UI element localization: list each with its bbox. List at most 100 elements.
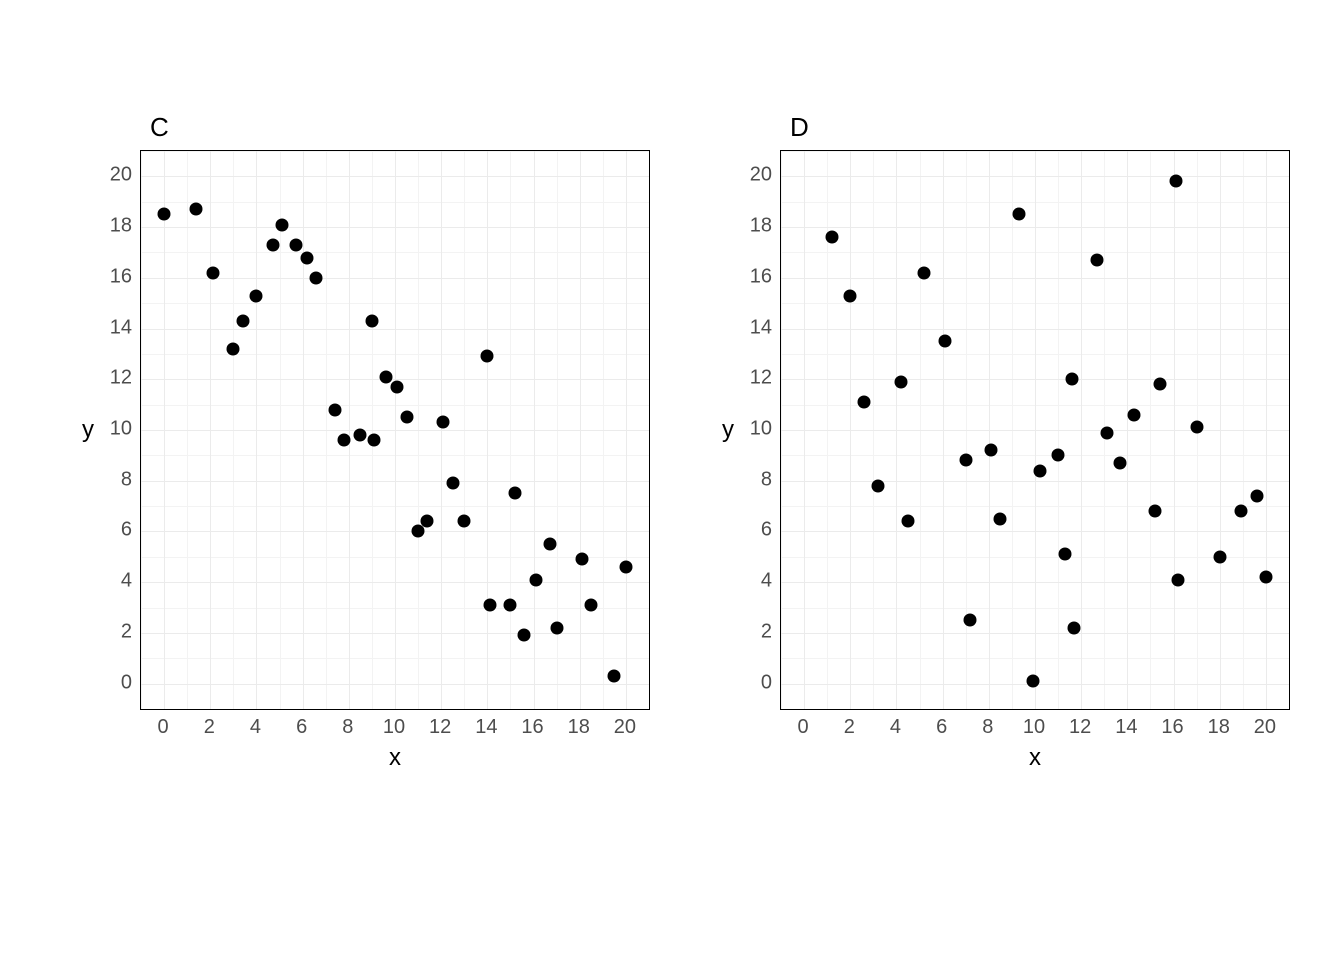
- plot-area-left: [140, 150, 650, 710]
- data-point: [994, 512, 1007, 525]
- y-tick-label: 4: [121, 570, 132, 593]
- data-point: [1234, 505, 1247, 518]
- data-point: [354, 429, 367, 442]
- data-point: [266, 238, 279, 251]
- grid-major-h: [781, 176, 1289, 177]
- x-axis-label: x: [389, 744, 401, 772]
- data-point: [365, 314, 378, 327]
- grid-major-h: [781, 227, 1289, 228]
- y-tick-label: 0: [761, 671, 772, 694]
- x-tick-label: 6: [296, 716, 307, 739]
- data-point: [446, 477, 459, 490]
- data-point: [391, 380, 404, 393]
- data-point: [619, 560, 632, 573]
- data-point: [871, 479, 884, 492]
- grid-major-h: [781, 633, 1289, 634]
- data-point: [379, 370, 392, 383]
- grid-major-h: [141, 633, 649, 634]
- data-point: [1068, 621, 1081, 634]
- data-point: [421, 515, 434, 528]
- grid-major-h: [781, 329, 1289, 330]
- y-tick-label: 16: [750, 265, 772, 288]
- data-point: [1259, 571, 1272, 584]
- x-tick-label: 12: [429, 716, 451, 739]
- y-tick-label: 10: [750, 418, 772, 441]
- x-tick-label: 20: [614, 716, 636, 739]
- data-point: [275, 218, 288, 231]
- x-tick-label: 18: [568, 716, 590, 739]
- data-point: [1149, 505, 1162, 518]
- x-tick-label: 8: [982, 716, 993, 739]
- data-point: [1026, 675, 1039, 688]
- data-point: [543, 538, 556, 551]
- panel-right: D0246810121416182002468101214161820xy: [710, 120, 1310, 760]
- y-tick-label: 16: [110, 265, 132, 288]
- x-tick-label: 16: [521, 716, 543, 739]
- grid-major-h: [141, 684, 649, 685]
- grid-major-h: [141, 176, 649, 177]
- data-point: [825, 231, 838, 244]
- x-tick-label: 6: [936, 716, 947, 739]
- data-point: [289, 238, 302, 251]
- y-tick-label: 8: [121, 468, 132, 491]
- x-tick-label: 12: [1069, 716, 1091, 739]
- x-tick-label: 10: [383, 716, 405, 739]
- y-axis-label: y: [82, 416, 94, 444]
- x-tick-label: 4: [250, 716, 261, 739]
- x-tick-label: 2: [204, 716, 215, 739]
- y-tick-label: 2: [761, 620, 772, 643]
- grid-major-h: [141, 430, 649, 431]
- y-tick-label: 10: [110, 418, 132, 441]
- y-tick-label: 12: [750, 367, 772, 390]
- x-tick-label: 4: [890, 716, 901, 739]
- data-point: [608, 670, 621, 683]
- x-axis-label: x: [1029, 744, 1041, 772]
- x-tick-label: 10: [1023, 716, 1045, 739]
- figure-canvas: C0246810121416182002468101214161820xyD02…: [0, 0, 1344, 960]
- data-point: [550, 621, 563, 634]
- x-tick-label: 18: [1208, 716, 1230, 739]
- data-point: [1091, 254, 1104, 267]
- x-tick-label: 14: [475, 716, 497, 739]
- grid-major-h: [781, 430, 1289, 431]
- data-point: [1190, 421, 1203, 434]
- panel-left: C0246810121416182002468101214161820xy: [70, 120, 670, 760]
- grid-minor-v: [1289, 151, 1290, 709]
- data-point: [1153, 378, 1166, 391]
- y-tick-label: 4: [761, 570, 772, 593]
- y-tick-label: 18: [750, 215, 772, 238]
- y-tick-label: 18: [110, 215, 132, 238]
- panel-title-right: D: [790, 112, 809, 143]
- data-point: [576, 553, 589, 566]
- data-point: [895, 375, 908, 388]
- grid-major-h: [781, 278, 1289, 279]
- x-tick-label: 16: [1161, 716, 1183, 739]
- data-point: [437, 416, 450, 429]
- y-tick-label: 2: [121, 620, 132, 643]
- data-point: [250, 289, 263, 302]
- grid-major-h: [141, 227, 649, 228]
- x-tick-label: 0: [798, 716, 809, 739]
- data-point: [985, 444, 998, 457]
- data-point: [938, 335, 951, 348]
- data-point: [483, 599, 496, 612]
- y-tick-label: 14: [750, 316, 772, 339]
- grid-major-h: [781, 481, 1289, 482]
- y-tick-label: 12: [110, 367, 132, 390]
- data-point: [338, 434, 351, 447]
- data-point: [585, 599, 598, 612]
- grid-major-h: [781, 379, 1289, 380]
- data-point: [1169, 175, 1182, 188]
- x-tick-label: 8: [342, 716, 353, 739]
- grid-minor-h: [781, 709, 1289, 710]
- y-tick-label: 14: [110, 316, 132, 339]
- data-point: [206, 266, 219, 279]
- data-point: [529, 573, 542, 586]
- data-point: [964, 614, 977, 627]
- data-point: [458, 515, 471, 528]
- data-point: [858, 396, 871, 409]
- y-tick-label: 20: [110, 164, 132, 187]
- x-tick-label: 0: [158, 716, 169, 739]
- data-point: [236, 314, 249, 327]
- data-point: [959, 454, 972, 467]
